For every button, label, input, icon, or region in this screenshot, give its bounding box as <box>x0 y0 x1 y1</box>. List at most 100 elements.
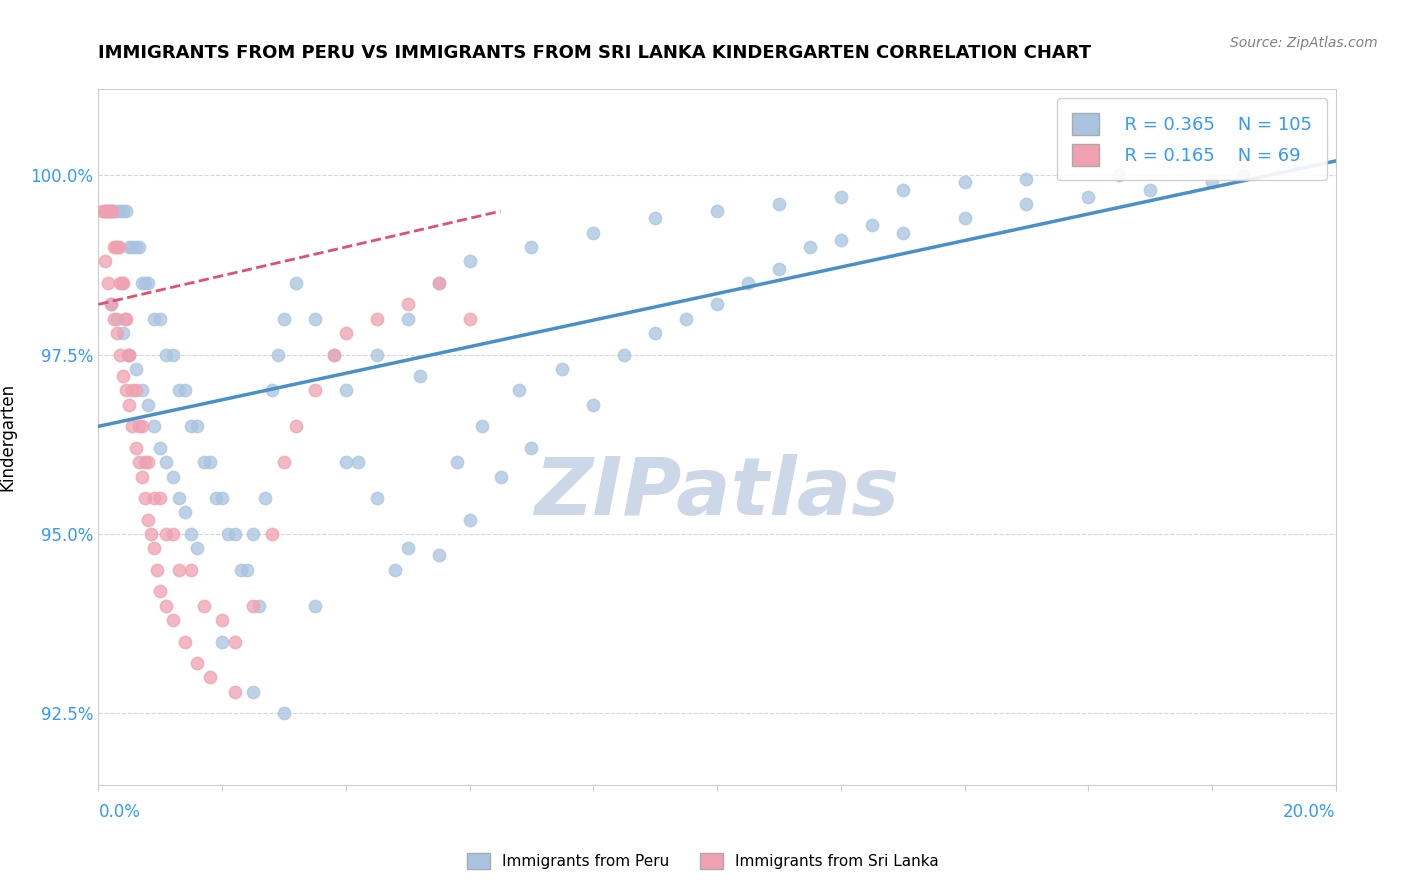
Point <box>242 599 264 613</box>
Point <box>162 527 184 541</box>
Point <box>108 204 131 219</box>
Point <box>366 348 388 362</box>
Point <box>124 384 146 398</box>
Point <box>131 469 153 483</box>
Point <box>304 311 326 326</box>
Point <box>1108 168 1130 182</box>
Point <box>768 197 790 211</box>
Point <box>143 311 166 326</box>
Point <box>471 419 494 434</box>
Point <box>260 384 283 398</box>
Point <box>105 240 128 254</box>
Point <box>180 563 202 577</box>
Point <box>136 512 159 526</box>
Point <box>273 706 295 721</box>
Point <box>143 419 166 434</box>
Point <box>155 455 177 469</box>
Point <box>224 684 246 698</box>
Point <box>458 254 481 268</box>
Text: ZIPatlas: ZIPatlas <box>534 454 900 532</box>
Point <box>124 441 146 455</box>
Point <box>174 634 197 648</box>
Point <box>582 226 605 240</box>
Point <box>167 491 190 505</box>
Point <box>304 384 326 398</box>
Point <box>134 455 156 469</box>
Point <box>124 240 146 254</box>
Point <box>347 455 370 469</box>
Point <box>124 362 146 376</box>
Point <box>613 348 636 362</box>
Point <box>128 419 150 434</box>
Point <box>211 613 233 627</box>
Point <box>458 512 481 526</box>
Point <box>285 419 308 434</box>
Point <box>198 455 221 469</box>
Point <box>118 348 141 362</box>
Point <box>112 369 135 384</box>
Point <box>131 276 153 290</box>
Point <box>1015 197 1038 211</box>
Text: 20.0%: 20.0% <box>1284 803 1336 821</box>
Point <box>134 491 156 505</box>
Point <box>193 455 215 469</box>
Point <box>149 311 172 326</box>
Point <box>103 311 125 326</box>
Point <box>211 634 233 648</box>
Point <box>136 276 159 290</box>
Point <box>115 204 138 219</box>
Point <box>224 527 246 541</box>
Point <box>100 204 122 219</box>
Point <box>217 527 239 541</box>
Point <box>149 584 172 599</box>
Point <box>520 441 543 455</box>
Text: 0.0%: 0.0% <box>98 803 141 821</box>
Point <box>98 204 121 219</box>
Point <box>186 419 208 434</box>
Point <box>396 297 419 311</box>
Point <box>520 240 543 254</box>
Point <box>737 276 759 290</box>
Point <box>508 384 530 398</box>
Point <box>162 348 184 362</box>
Point <box>139 527 162 541</box>
Point <box>254 491 277 505</box>
Point <box>224 634 246 648</box>
Point <box>427 549 450 563</box>
Y-axis label: Kindergarten: Kindergarten <box>0 383 17 491</box>
Point <box>409 369 432 384</box>
Point <box>799 240 821 254</box>
Point <box>236 563 259 577</box>
Point <box>396 541 419 556</box>
Point <box>112 326 135 340</box>
Point <box>427 276 450 290</box>
Point <box>112 204 135 219</box>
Point <box>121 240 143 254</box>
Point <box>953 211 976 226</box>
Point <box>229 563 252 577</box>
Point <box>155 527 177 541</box>
Point <box>366 491 388 505</box>
Point <box>830 233 852 247</box>
Point <box>551 362 574 376</box>
Point <box>335 384 357 398</box>
Point <box>273 311 295 326</box>
Point <box>193 599 215 613</box>
Point <box>100 297 122 311</box>
Point <box>128 240 150 254</box>
Legend: Immigrants from Peru, Immigrants from Sri Lanka: Immigrants from Peru, Immigrants from Sr… <box>461 847 945 875</box>
Point <box>114 311 136 326</box>
Point <box>247 599 270 613</box>
Point <box>891 183 914 197</box>
Point <box>105 204 128 219</box>
Legend:   R = 0.365    N = 105,   R = 0.165    N = 69: R = 0.365 N = 105, R = 0.165 N = 69 <box>1057 98 1327 180</box>
Point <box>118 348 141 362</box>
Point <box>1077 190 1099 204</box>
Point <box>105 326 128 340</box>
Point <box>115 384 138 398</box>
Point <box>174 505 197 519</box>
Point <box>115 311 138 326</box>
Point <box>97 204 120 219</box>
Point <box>180 527 202 541</box>
Point <box>322 348 344 362</box>
